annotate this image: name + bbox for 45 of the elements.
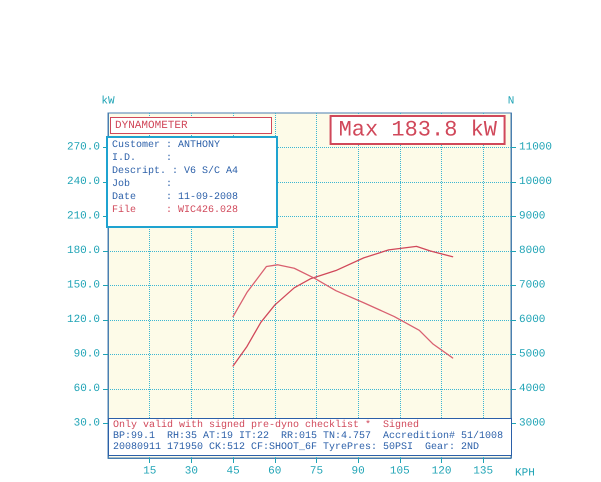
y-tick-label: 90.0 xyxy=(74,348,100,360)
y-tick-label: 30.0 xyxy=(74,418,100,430)
y2-tick-label: 3000 xyxy=(519,418,546,430)
x-tick-label: 45 xyxy=(226,466,240,478)
annotation: Job : xyxy=(112,178,174,191)
x-tick-label: 60 xyxy=(268,466,282,478)
x-tick-label: 135 xyxy=(473,466,494,478)
x-tick-label: 90 xyxy=(352,466,365,478)
annotation: BP:99.1 RH:35 AT:19 IT:22 RR:015 TN:4.757 Accredition# 51/1008 xyxy=(113,431,504,442)
annotation: File : WIC426.028 xyxy=(112,204,240,217)
x-axis-title: KPH xyxy=(515,468,535,480)
y-tick-label: 60.0 xyxy=(74,383,100,395)
x-tick-label: 75 xyxy=(310,466,324,478)
annotation: DYNAMOMETER xyxy=(115,119,189,134)
x-tick-label: 15 xyxy=(143,466,156,478)
y2-axis-title: N xyxy=(508,96,514,108)
y2-tick-label: 4000 xyxy=(519,383,546,395)
annotation: Descript. : V6 S/C A4 xyxy=(112,165,240,178)
x-tick-label: 30 xyxy=(184,466,198,478)
y2-tick-label: 9000 xyxy=(519,210,546,222)
y2-tick-label: 10000 xyxy=(519,176,552,188)
y2-tick-label: 6000 xyxy=(519,314,546,326)
annotation: Date : 11-09-2008 xyxy=(112,191,240,204)
y-tick-label: 240.0 xyxy=(66,176,100,188)
y2-tick-label: 7000 xyxy=(519,280,546,292)
y2-tick-label: 5000 xyxy=(519,348,546,360)
x-tick-label: 120 xyxy=(432,466,452,478)
y2-tick-label: 11000 xyxy=(519,142,552,154)
y-axis-title: kW xyxy=(101,96,115,108)
annotation: Customer : ANTHONY xyxy=(112,139,222,152)
x-tick-label: 105 xyxy=(390,466,410,478)
chart-title: Max 183.8 kW xyxy=(338,118,498,142)
annotation: I.D. : xyxy=(112,152,174,165)
y-tick-label: 120.0 xyxy=(66,314,100,326)
line-series xyxy=(232,264,454,359)
text-box: DYNAMOMETER xyxy=(110,117,272,134)
y-tick-label: 210.0 xyxy=(66,210,100,222)
text-box: Only valid with signed pre-dyno checklist * Signed BP:99.1 RH:35 AT:19 IT:22 RR:015 TN:4.757 Accredition# 51/1008 20080911 171950 CK:512 CF:SHOOT_6F TyrePres: 50PSI Gear: 2ND xyxy=(108,418,512,456)
annotation: 20080911 171950 CK:512 CF:SHOOT_6F TyrePres: 50PSI Gear: 2ND xyxy=(113,442,480,453)
y-tick-label: 180.0 xyxy=(66,245,100,257)
annotation: Only valid with signed pre-dyno checklist * Signed xyxy=(113,420,420,431)
line-series xyxy=(232,246,454,367)
y-tick-label: 270.0 xyxy=(66,142,100,154)
y-tick-label: 150.0 xyxy=(66,280,100,292)
y2-tick-label: 8000 xyxy=(519,245,546,257)
